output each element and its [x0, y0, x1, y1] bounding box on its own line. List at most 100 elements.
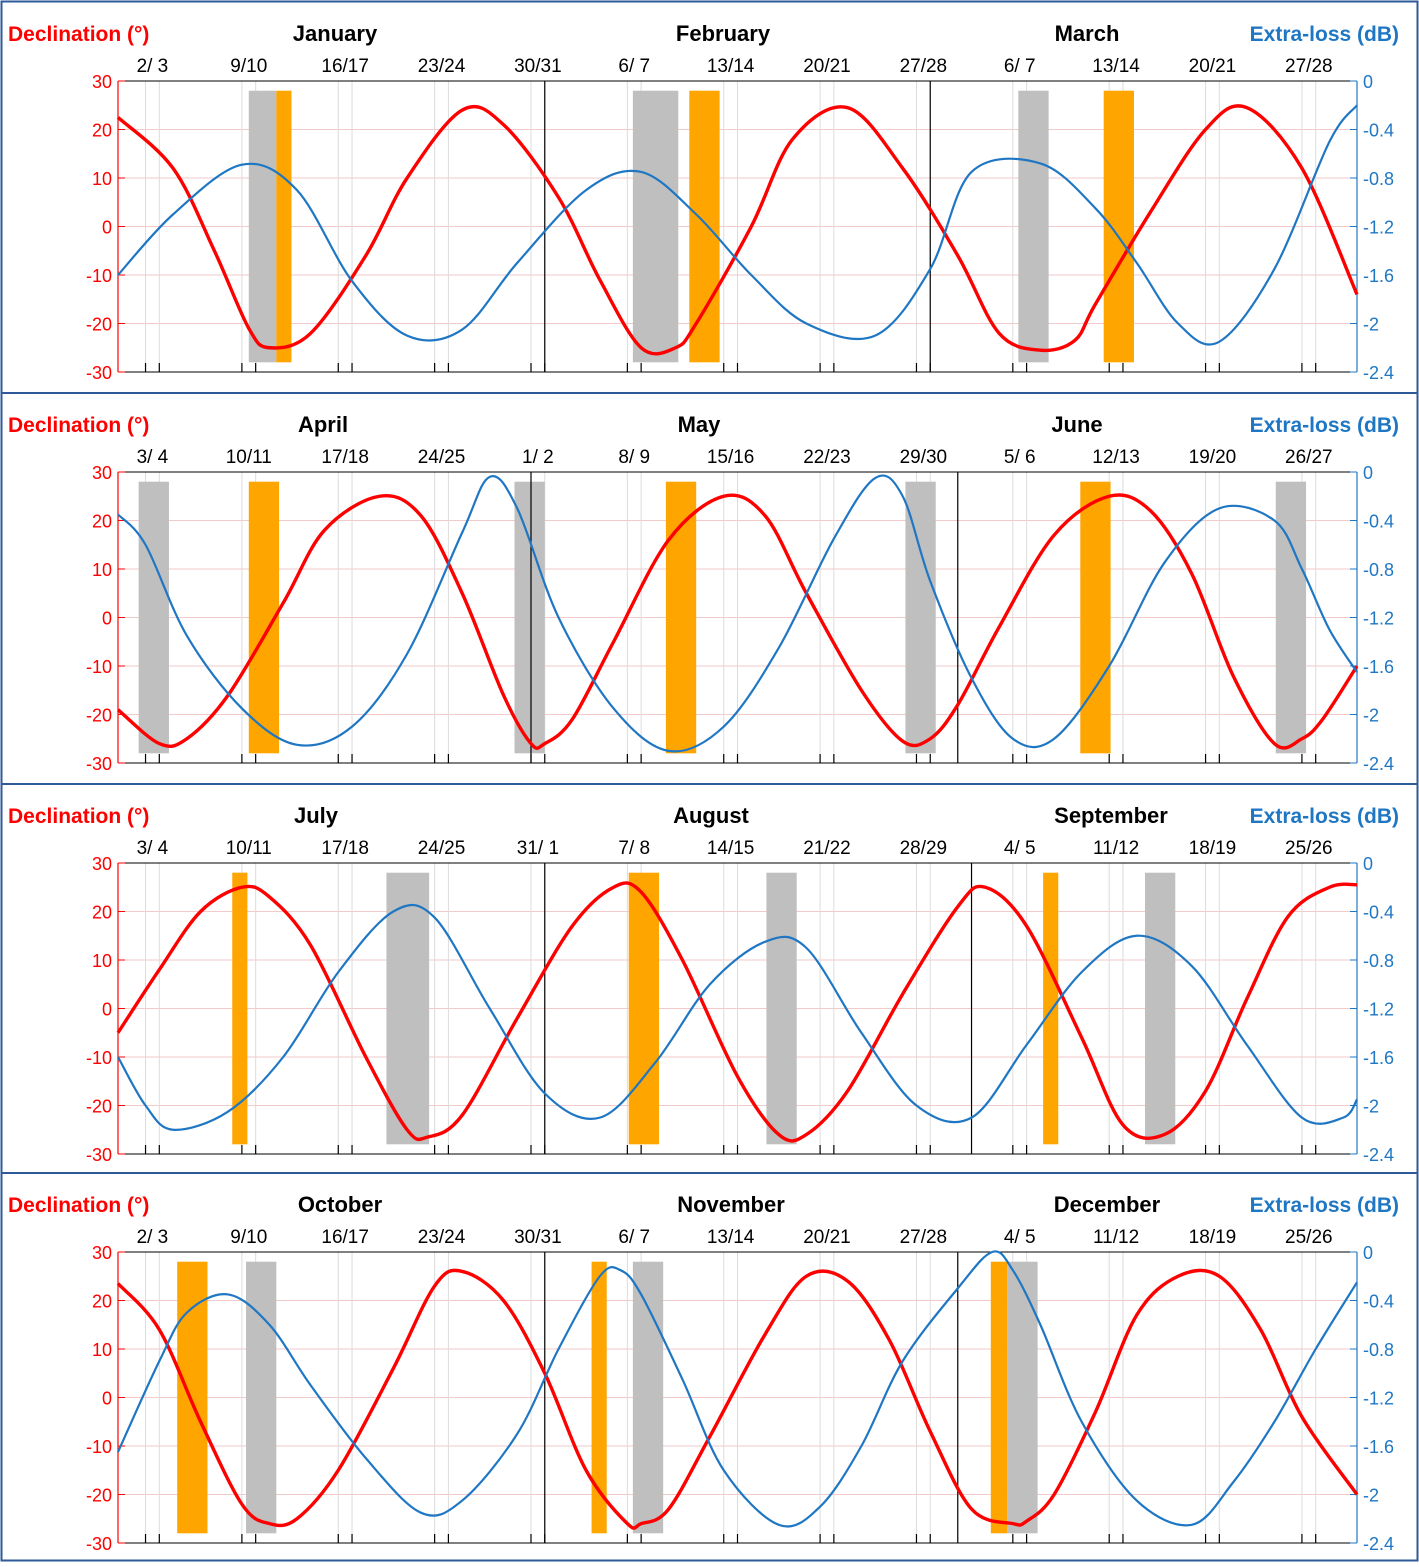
event-band-orange	[1043, 872, 1059, 1145]
day-label: 18/19	[1189, 838, 1237, 859]
event-band-grey	[246, 1261, 277, 1534]
y-tick-label-right: 0	[1363, 72, 1373, 92]
day-label: 11/12	[1093, 1227, 1139, 1248]
day-label: 6/ 7	[1004, 56, 1036, 77]
month-label: June	[1051, 412, 1102, 437]
y-tick-label-left: -10	[86, 266, 112, 286]
extra-loss-series-line	[117, 474, 1358, 753]
y-tick-label-right: -1.2	[1363, 1389, 1394, 1409]
y-tick-label-right: 0	[1363, 854, 1373, 874]
y-tick-label-left: 20	[92, 1292, 112, 1312]
day-label: 18/19	[1189, 1227, 1237, 1248]
day-label: 25/26	[1285, 1227, 1333, 1248]
y-tick-label-left: 0	[102, 609, 112, 629]
day-label: 27/28	[900, 56, 948, 77]
day-label: 13/14	[707, 1227, 755, 1248]
event-band-orange	[1103, 90, 1134, 363]
extra-loss-series-line	[117, 903, 1358, 1131]
y-tick-label-left: 30	[92, 72, 112, 92]
month-label: January	[293, 21, 378, 46]
y-tick-label-left: 0	[102, 1000, 112, 1020]
event-band-orange	[628, 872, 660, 1145]
declination-series-line	[116, 493, 1359, 750]
event-band-grey	[1275, 481, 1307, 754]
declination-series-line	[116, 1268, 1359, 1530]
month-label: September	[1054, 803, 1168, 828]
event-band-grey	[905, 481, 936, 754]
y-tick-label-left: 30	[92, 463, 112, 483]
day-label: 27/28	[1285, 56, 1333, 77]
day-label: 2/ 3	[137, 1227, 169, 1248]
y-tick-label-right: -2.4	[1363, 1145, 1394, 1165]
y-tick-label-right: -1.6	[1363, 266, 1394, 286]
y-tick-label-right: -1.2	[1363, 218, 1394, 238]
day-label: 6/ 7	[618, 1227, 650, 1248]
day-label: 17/18	[321, 838, 369, 859]
event-band-orange	[1080, 481, 1111, 754]
month-label: February	[676, 21, 771, 46]
day-label: 4/ 5	[1004, 1227, 1036, 1248]
y-tick-label-left: -10	[86, 1437, 112, 1457]
day-label: 23/24	[418, 56, 466, 77]
day-label: 5/ 6	[1004, 447, 1036, 468]
day-label: 1/ 2	[522, 447, 554, 468]
day-label: 30/31	[514, 56, 562, 77]
y-tick-label-right: -0.4	[1363, 903, 1394, 923]
day-label: 24/25	[418, 838, 466, 859]
y-tick-label-left: -20	[86, 1097, 112, 1117]
day-label: 13/14	[707, 56, 755, 77]
y-tick-label-left: -30	[86, 754, 112, 774]
day-label: 20/21	[803, 1227, 851, 1248]
day-label: 14/15	[707, 838, 755, 859]
month-label: November	[677, 1192, 785, 1217]
event-band-grey	[248, 90, 277, 363]
day-label: 10/11	[226, 447, 272, 468]
right-axis-caption: Extra-loss (dB)	[1250, 414, 1399, 437]
y-tick-label-right: -2	[1363, 1486, 1379, 1506]
event-band-grey	[632, 1261, 664, 1534]
y-tick-label-right: -0.8	[1363, 1340, 1394, 1360]
day-label: 9/10	[230, 1227, 267, 1248]
event-band-orange	[232, 872, 248, 1145]
y-tick-label-right: 0	[1363, 463, 1373, 483]
y-tick-label-left: 10	[92, 169, 112, 189]
y-tick-label-left: 20	[92, 903, 112, 923]
y-tick-label-left: -30	[86, 363, 112, 383]
y-tick-label-left: 30	[92, 1243, 112, 1263]
event-band-grey	[766, 872, 797, 1145]
day-label: 15/16	[707, 447, 755, 468]
y-tick-label-right: -2	[1363, 706, 1379, 726]
day-label: 31/ 1	[517, 838, 559, 859]
left-axis-caption: Declination (°)	[8, 414, 149, 437]
event-band-orange	[177, 1261, 208, 1534]
y-tick-label-left: 10	[92, 951, 112, 971]
month-label: April	[298, 412, 348, 437]
event-band-grey	[514, 481, 545, 754]
day-label: 20/21	[1189, 56, 1237, 77]
declination-series-line	[116, 881, 1358, 1143]
day-label: 22/23	[803, 447, 851, 468]
left-axis-caption: Declination (°)	[8, 805, 149, 828]
day-label: 10/11	[226, 838, 272, 859]
event-band-grey	[1018, 90, 1049, 363]
day-label: 30/31	[514, 1227, 562, 1248]
day-label: 19/20	[1189, 447, 1237, 468]
day-label: 12/13	[1092, 447, 1140, 468]
y-tick-label-right: -2	[1363, 315, 1379, 335]
event-band-orange	[990, 1261, 1008, 1534]
day-label: 27/28	[900, 1227, 948, 1248]
y-tick-label-right: -2.4	[1363, 1534, 1394, 1554]
y-tick-label-left: -20	[86, 1486, 112, 1506]
y-tick-label-left: 0	[102, 218, 112, 238]
y-tick-label-left: -10	[86, 1048, 112, 1068]
day-label: 8/ 9	[618, 447, 650, 468]
month-label: May	[678, 412, 722, 437]
y-tick-label-right: -2.4	[1363, 363, 1394, 383]
event-band-grey	[632, 90, 679, 363]
y-tick-label-left: 20	[92, 121, 112, 141]
y-tick-label-right: -0.4	[1363, 121, 1394, 141]
right-axis-caption: Extra-loss (dB)	[1250, 805, 1399, 828]
day-label: 7/ 8	[618, 838, 650, 859]
